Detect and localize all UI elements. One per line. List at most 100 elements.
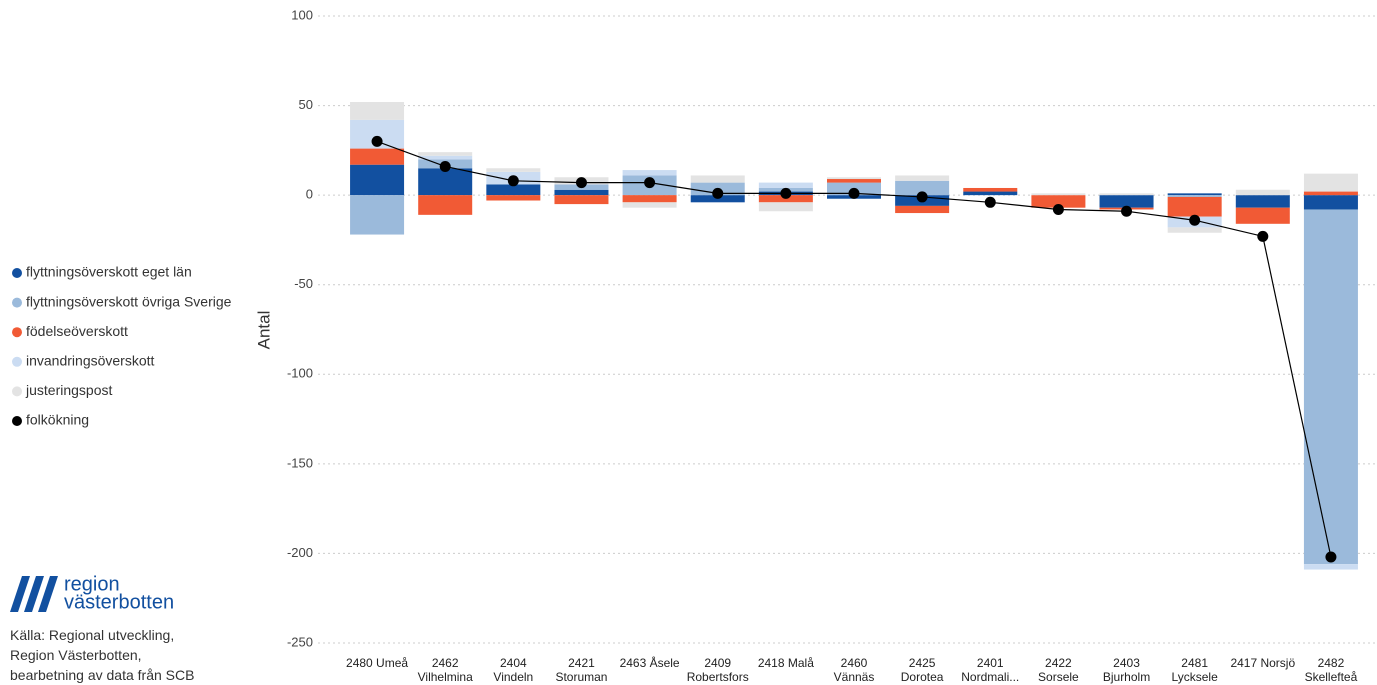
logo-icon <box>10 576 58 612</box>
line-point <box>848 187 860 199</box>
x-tick-label: 2462 Vilhelmina <box>417 656 473 684</box>
bar-segment <box>554 189 609 196</box>
bar-segment <box>350 148 405 165</box>
bar-segment <box>418 195 473 215</box>
bar-segment <box>1167 193 1222 196</box>
bar-segment <box>1099 195 1154 208</box>
y-tick-label: -50 <box>294 276 313 291</box>
y-tick-label: 50 <box>299 97 313 112</box>
line-point <box>1189 214 1201 226</box>
x-tick-label: 2460 Vännäs <box>833 656 875 684</box>
bar-segment <box>350 164 405 196</box>
bar-segment <box>827 179 881 183</box>
bar-segment <box>1303 195 1358 210</box>
legend-label: invandringsöverskott <box>26 353 155 369</box>
source: Källa: Regional utveckling, <box>10 627 175 643</box>
x-tick-label: 2425 Dorotea <box>900 656 944 684</box>
bar-segment <box>963 187 1018 192</box>
line-point <box>507 175 519 187</box>
bar-segment <box>963 191 1018 196</box>
bar-segment <box>350 195 405 235</box>
x-tick-label: 2480 Umeå <box>346 656 409 670</box>
line-point <box>575 177 587 189</box>
bar-segment <box>690 175 745 183</box>
y-tick-label: -100 <box>287 366 313 381</box>
legend-label: flyttningsöverskott eget län <box>26 264 192 280</box>
bar-segment <box>1031 195 1086 208</box>
bar-segment <box>622 170 677 176</box>
line-point <box>780 187 792 199</box>
y-axis-label: Antal <box>254 311 273 350</box>
y-tick-label: -200 <box>287 545 313 560</box>
bar-segment <box>1303 564 1358 570</box>
legend-marker <box>12 386 22 397</box>
y-tick-label: 100 <box>291 7 313 22</box>
line-point <box>644 177 656 189</box>
bar-segment <box>895 205 950 214</box>
bar-segment <box>418 152 473 156</box>
bar-segment <box>1167 227 1222 233</box>
bar-segment <box>1235 189 1290 196</box>
source: Region Västerbotten, <box>10 647 142 663</box>
bar-segment <box>827 177 881 180</box>
x-tick-label: 2403 Bjurholm <box>1102 656 1151 684</box>
bar-segment <box>758 202 813 212</box>
legend-label: justeringspost <box>25 382 112 398</box>
x-tick-label: 2463 Åsele <box>619 656 680 670</box>
legend-label: folkökning <box>26 412 89 428</box>
bar-segment <box>895 175 950 181</box>
line-point <box>1121 205 1133 217</box>
bar-segment <box>1303 191 1358 196</box>
line-point <box>439 160 451 172</box>
bar-segment <box>418 155 473 160</box>
bar-segment <box>622 195 677 203</box>
bar-segment <box>486 195 541 201</box>
bar-segment <box>1303 209 1358 565</box>
x-tick-label: 2422 Sorsele <box>1038 656 1079 684</box>
bar-segment <box>895 180 950 196</box>
x-tick-label: 2409 Robertsfors <box>686 656 749 684</box>
bar-segment <box>1031 193 1086 196</box>
logo: region västerbotten <box>10 573 174 613</box>
x-tick-label: 2421 Storuman <box>555 656 608 684</box>
legend-marker <box>12 327 22 338</box>
bar-segment <box>1167 196 1222 217</box>
x-tick-label: 2482 Skellefteå <box>1304 656 1358 684</box>
source: bearbetning av data från SCB <box>10 667 195 683</box>
y-tick-label: 0 <box>306 187 313 202</box>
line-point <box>984 196 996 208</box>
bar-segment <box>758 182 813 188</box>
logo-text: region <box>64 573 120 595</box>
bar-segment <box>486 168 541 172</box>
line-point <box>712 187 724 199</box>
bar-segment <box>486 184 541 196</box>
legend-marker <box>12 268 22 278</box>
x-tick-label: 2418 Malå <box>757 656 814 670</box>
bar-segment <box>1167 195 1222 197</box>
line-point <box>1257 230 1269 242</box>
bar-segment <box>350 101 405 120</box>
x-tick-label: 2404 Vindeln <box>493 656 534 684</box>
legend-label: födelseöverskott <box>26 323 128 339</box>
line-point <box>1052 203 1064 215</box>
bar-segment <box>1303 173 1358 192</box>
bar-segment <box>418 168 473 196</box>
legend-marker <box>12 297 22 308</box>
x-tick-label: 2481 Lycksele <box>1171 656 1218 684</box>
legend-label: flyttningsöverskott övriga Sverige <box>26 293 232 309</box>
line-point <box>916 191 928 203</box>
legend-marker <box>12 356 22 367</box>
bar-segment <box>1099 193 1154 196</box>
x-tick-label: 2401 Nordmali... <box>961 656 1020 684</box>
x-tick-label: 2417 Norsjö <box>1230 656 1296 670</box>
logo-text: västerbotten <box>64 591 174 613</box>
y-tick-label: -250 <box>287 634 313 649</box>
bar-segment <box>1235 207 1290 224</box>
bar-segment <box>554 195 609 205</box>
bar-segment <box>622 202 677 208</box>
y-tick-label: -150 <box>287 455 313 470</box>
bar-segment <box>1235 195 1290 208</box>
legend-marker <box>12 416 22 426</box>
